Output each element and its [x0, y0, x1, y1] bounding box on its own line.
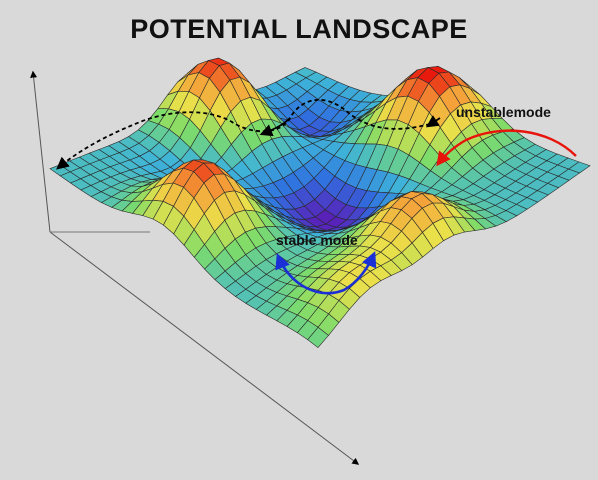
figure-title: POTENTIAL LANDSCAPE: [130, 14, 468, 44]
depth-axis: [49, 231, 360, 465]
surface-patch: [307, 326, 329, 349]
stable-mode-label: stable mode: [276, 232, 358, 248]
axes: [30, 70, 360, 465]
dashed-arrow-start: [425, 115, 441, 128]
stable-mode-arrow: [275, 251, 377, 295]
potential-surface: [49, 57, 591, 349]
dashed-transition-path: [56, 99, 431, 170]
unstable-mode-arrow: [436, 129, 577, 167]
unstable-mode-label: unstablemode: [456, 104, 551, 120]
vertical-axis: [30, 70, 51, 233]
dashed-arrow-left: [259, 117, 291, 137]
